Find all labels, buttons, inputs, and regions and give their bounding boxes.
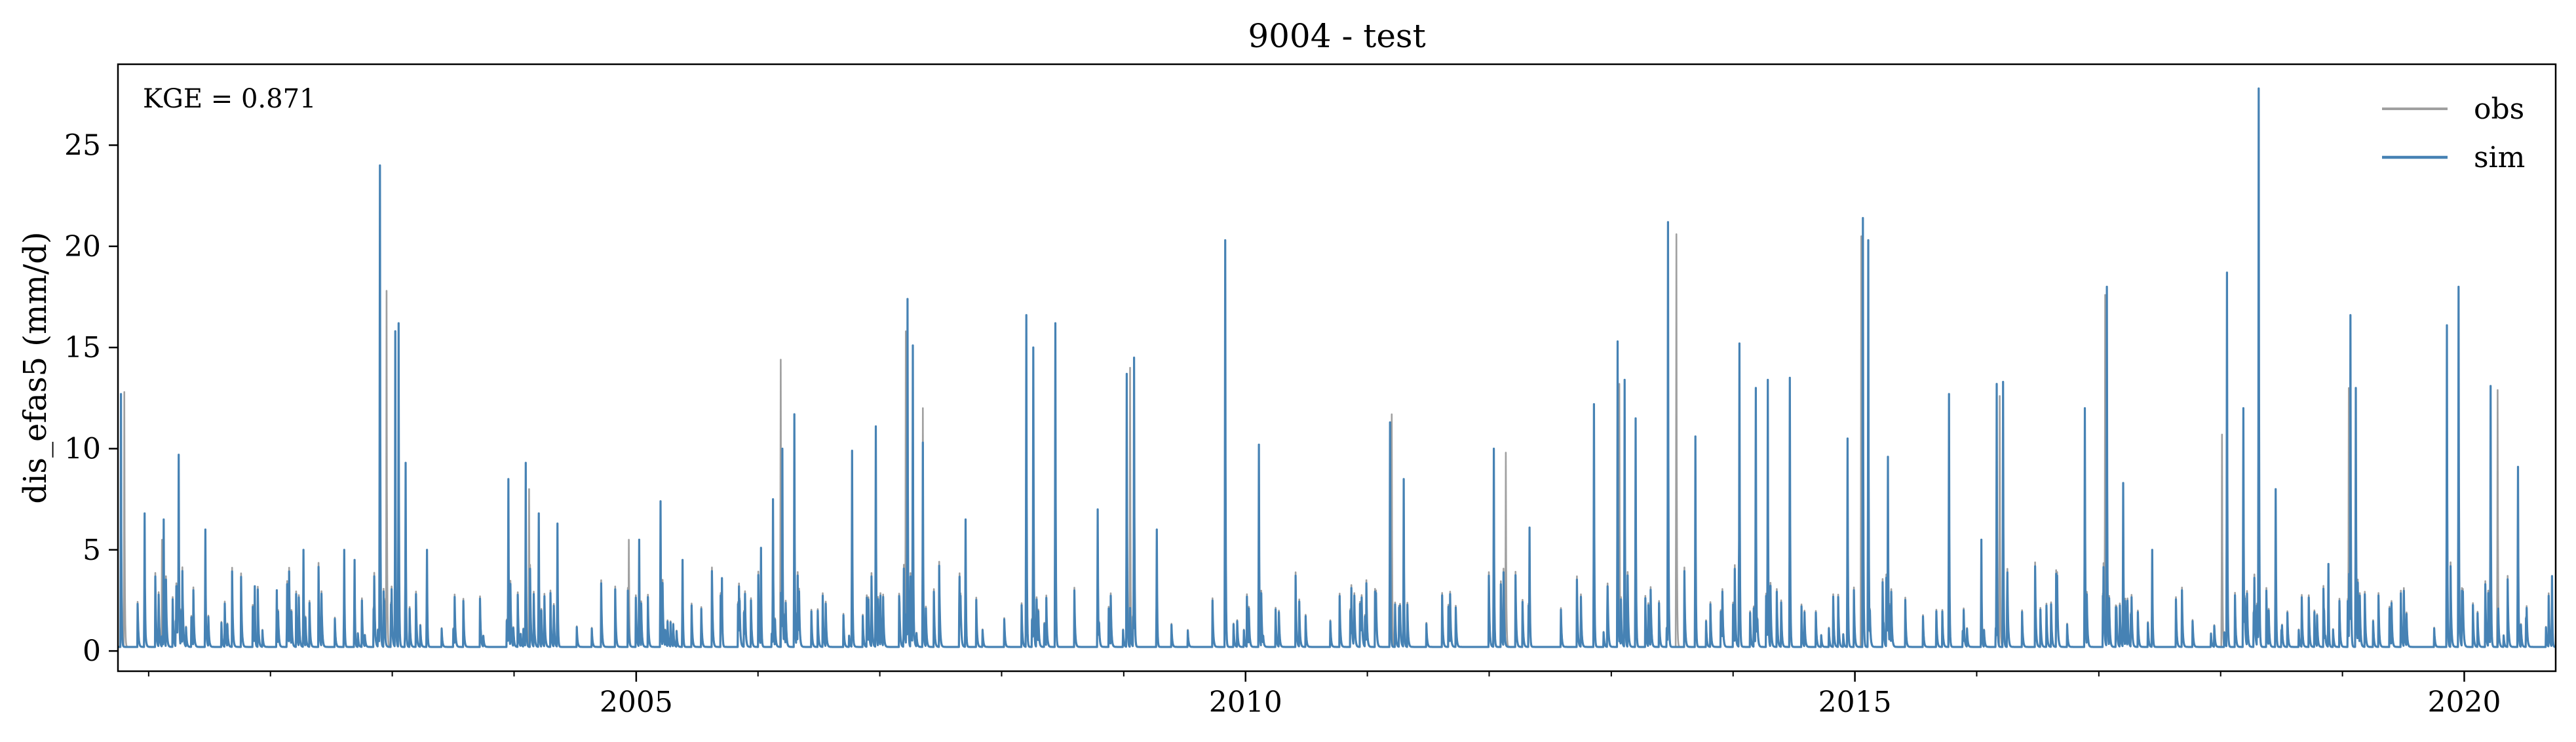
x-tick-label-2015: 2015 <box>1818 686 1892 719</box>
series-sim-line <box>117 87 2557 648</box>
series-obs-line <box>117 104 2556 648</box>
legend-obs-label: obs <box>2474 92 2524 126</box>
y-tick-label-25: 25 <box>64 128 101 162</box>
y-axis-label: dis_efas5 (mm/d) <box>17 231 54 503</box>
x-tick-label-2005: 2005 <box>600 686 673 719</box>
kge-annotation: KGE = 0.871 <box>143 84 317 114</box>
legend: obs sim <box>2382 92 2525 174</box>
y-tick-label-0: 0 <box>83 635 101 668</box>
plot-area <box>117 63 2557 673</box>
x-tick-label-2020: 2020 <box>2427 686 2501 719</box>
chart-title: 9004 - test <box>1248 17 1425 55</box>
y-tick-label-15: 15 <box>64 331 101 364</box>
series-obs-group <box>117 104 2556 648</box>
x-tick-label-2010: 2010 <box>1209 686 1282 719</box>
y-axis: 0 5 10 15 20 25 <box>64 128 118 668</box>
y-tick-label-20: 20 <box>64 230 101 264</box>
y-tick-label-5: 5 <box>83 534 101 567</box>
y-tick-label-10: 10 <box>64 432 101 465</box>
x-axis: 2005 2010 2015 2020 <box>147 671 2501 719</box>
plot-frame <box>117 63 2557 673</box>
legend-sim-label: sim <box>2474 141 2525 174</box>
series-sim-group <box>117 87 2557 648</box>
